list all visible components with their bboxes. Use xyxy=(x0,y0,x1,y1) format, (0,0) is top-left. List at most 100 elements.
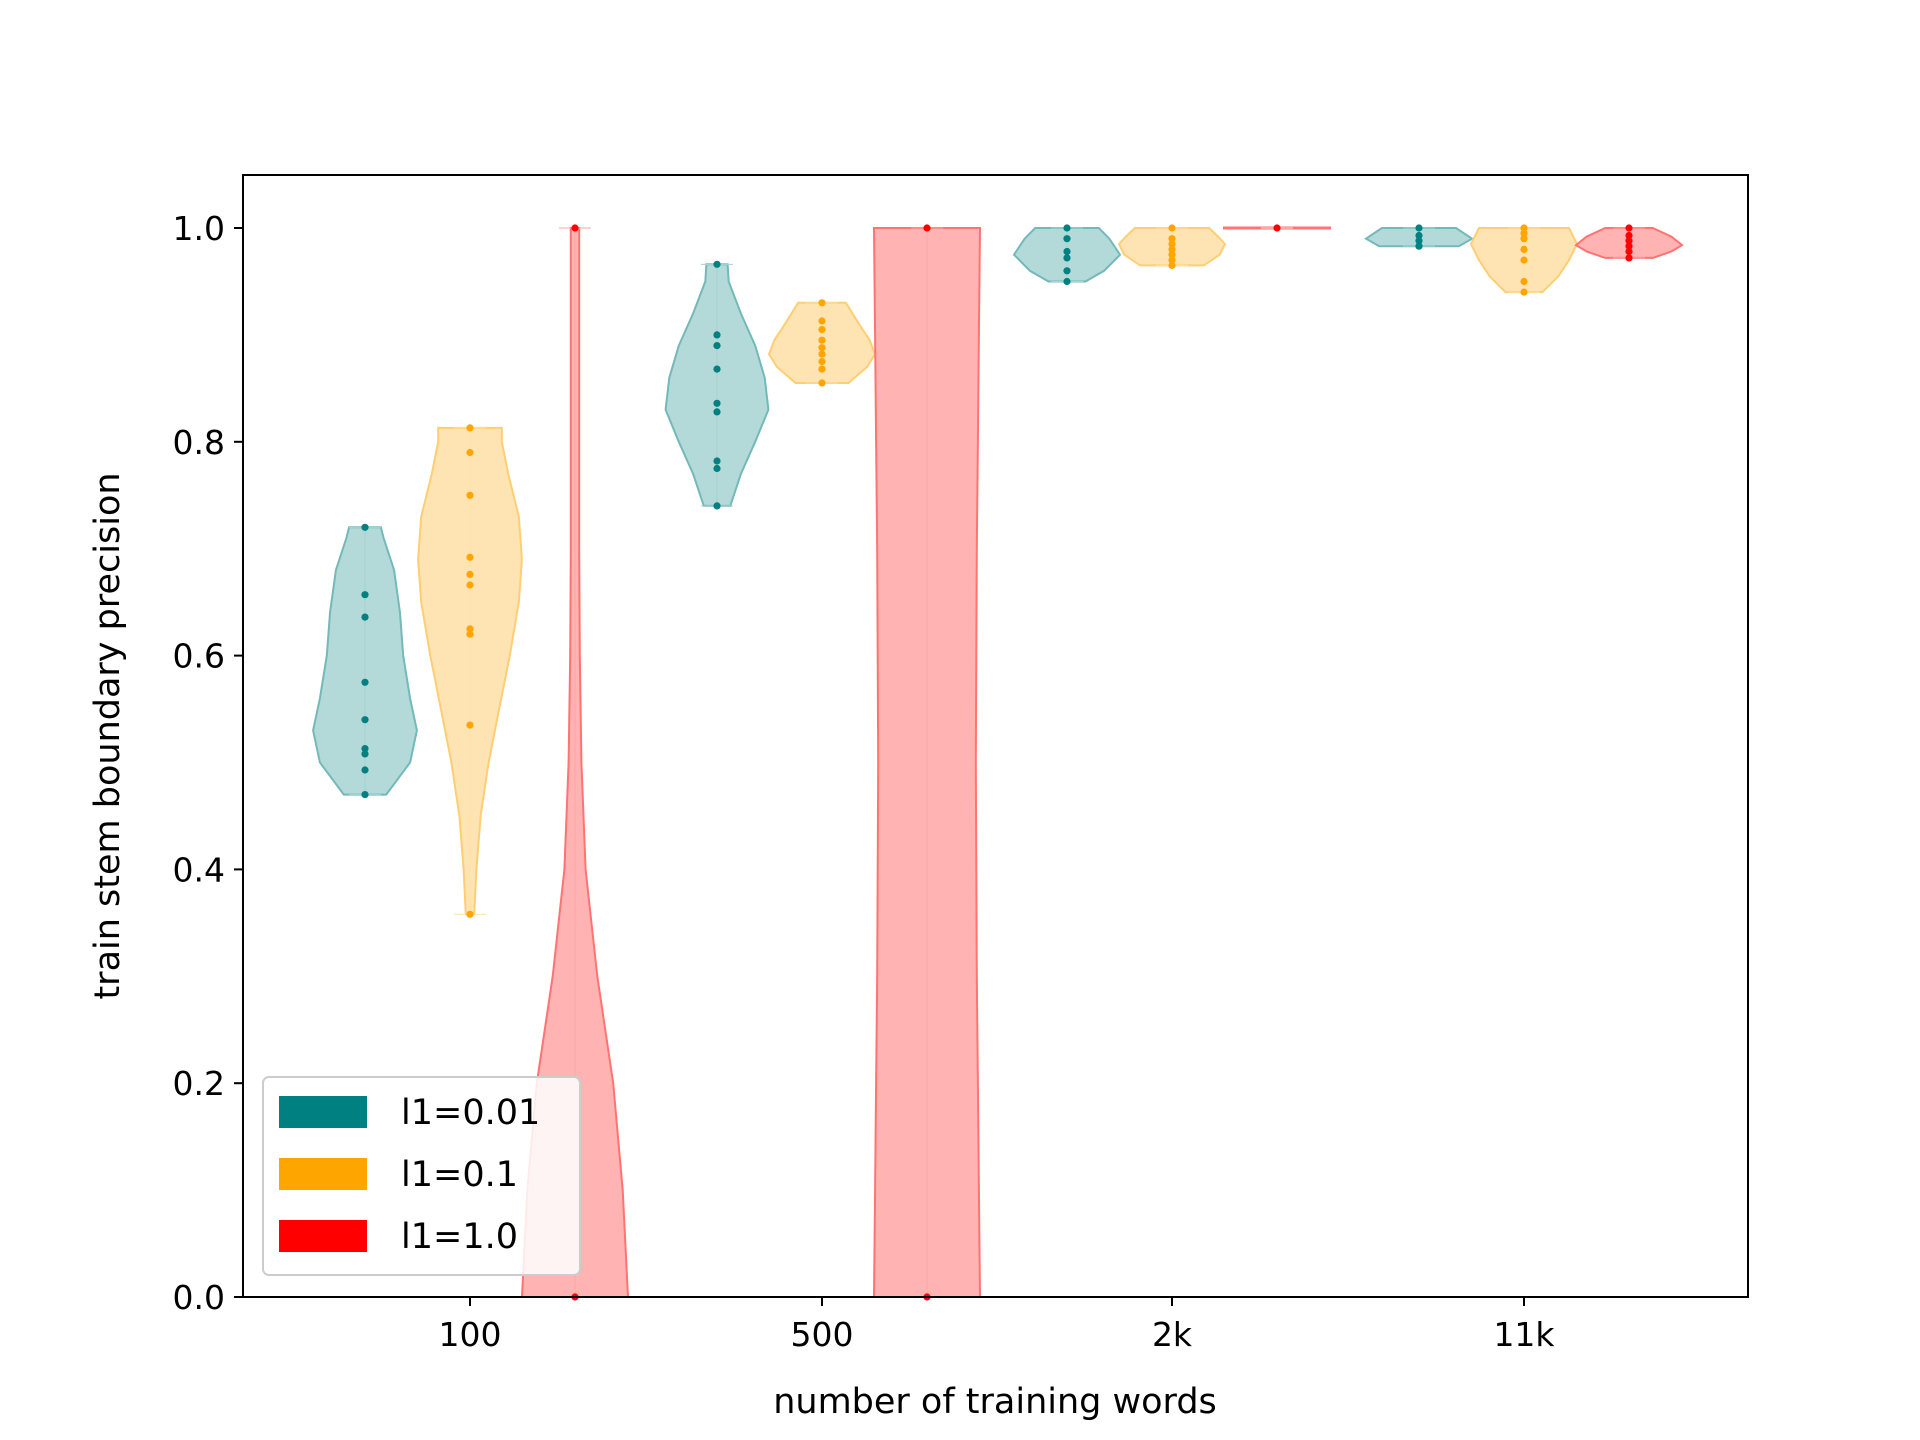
data-point xyxy=(1625,224,1633,232)
data-point xyxy=(1168,256,1176,264)
data-point xyxy=(818,365,826,373)
data-point xyxy=(1625,242,1633,250)
data-point xyxy=(1415,224,1423,232)
data-point xyxy=(1625,237,1633,245)
legend-swatch xyxy=(279,1096,367,1128)
data-point xyxy=(361,766,369,774)
x-tick-label: 100 xyxy=(439,1315,502,1354)
violin-l1=0.01-500 xyxy=(664,260,770,510)
data-point xyxy=(713,502,721,510)
data-point xyxy=(361,791,369,799)
data-point xyxy=(1520,235,1528,243)
violin-l1=1.0-2k xyxy=(1223,224,1331,232)
data-point xyxy=(1168,240,1176,248)
data-point xyxy=(1625,254,1633,262)
data-point xyxy=(1520,277,1528,286)
data-point xyxy=(1063,277,1071,286)
y-axis-label: train stem boundary precision xyxy=(88,472,128,999)
data-point xyxy=(713,464,721,473)
data-point xyxy=(818,344,826,352)
legend-swatch xyxy=(279,1158,367,1190)
data-point xyxy=(1168,251,1176,259)
data-point xyxy=(713,342,721,350)
data-point xyxy=(1415,242,1423,250)
legend-label: l1=0.01 xyxy=(401,1093,540,1133)
data-point xyxy=(466,581,474,589)
violin-l1=0.01-100 xyxy=(312,523,418,799)
y-tick-label: 0.6 xyxy=(173,637,225,676)
plot-frame xyxy=(242,174,1749,1298)
data-point xyxy=(713,457,721,465)
data-point xyxy=(1625,231,1633,240)
data-point xyxy=(818,350,826,358)
data-point xyxy=(466,491,474,499)
data-point xyxy=(571,224,579,232)
data-point xyxy=(1520,288,1528,296)
y-tick-label: 0.8 xyxy=(173,423,225,462)
violin-l1=0.1-500 xyxy=(767,299,877,387)
data-point xyxy=(1063,267,1071,275)
data-point xyxy=(361,523,369,531)
data-point xyxy=(1520,256,1528,264)
data-point xyxy=(361,613,369,621)
data-point xyxy=(923,224,931,232)
x-tick-label: 500 xyxy=(791,1315,854,1354)
violin-l1=0.1-100 xyxy=(417,424,523,918)
legend-swatch xyxy=(279,1220,367,1252)
y-tick-label: 0.2 xyxy=(173,1064,225,1103)
data-point xyxy=(361,745,369,753)
data-point xyxy=(466,424,474,432)
data-point xyxy=(1168,245,1176,253)
data-point xyxy=(1520,224,1528,232)
data-point xyxy=(1168,224,1176,232)
data-point xyxy=(361,678,369,686)
axes-layer: 0.0 0.2 0.4 0.6 0.8 1.0 100 500 2k 11k xyxy=(173,209,1556,1354)
violins-layer xyxy=(312,224,1684,1301)
data-point xyxy=(466,721,474,729)
data-point xyxy=(361,750,369,758)
violin-l1=0.01-2k xyxy=(1012,224,1122,286)
y-tick-label: 0.4 xyxy=(173,850,225,889)
x-axis-label: number of training words xyxy=(773,1382,1217,1422)
data-point xyxy=(1520,245,1528,253)
violin-l1=1.0-11k xyxy=(1574,224,1684,262)
violin-l1=0.1-2k xyxy=(1117,224,1227,269)
data-point xyxy=(713,365,721,373)
data-point xyxy=(361,716,369,724)
data-point xyxy=(466,570,474,579)
data-point xyxy=(713,399,721,407)
x-tick-label: 2k xyxy=(1152,1315,1193,1354)
data-point xyxy=(1520,229,1528,237)
y-tick-label: 0.0 xyxy=(173,1278,225,1317)
data-point xyxy=(713,408,721,416)
data-point xyxy=(1168,261,1176,269)
data-point xyxy=(1625,247,1633,256)
data-point xyxy=(713,331,721,339)
y-tick-label: 1.0 xyxy=(173,209,225,248)
x-tick-label: 11k xyxy=(1493,1315,1555,1354)
data-point xyxy=(818,299,826,307)
data-point xyxy=(466,553,474,561)
violin-l1=0.01-11k xyxy=(1364,224,1474,250)
data-point xyxy=(1063,235,1071,243)
data-point xyxy=(818,326,826,334)
data-point xyxy=(1063,254,1071,262)
data-point xyxy=(818,358,826,366)
legend-label: l1=0.1 xyxy=(401,1155,518,1195)
data-point xyxy=(466,630,474,638)
data-point xyxy=(1273,224,1281,232)
data-point xyxy=(1415,231,1423,240)
data-point xyxy=(1063,247,1071,256)
data-point xyxy=(713,260,721,268)
legend: l1=0.01 l1=0.1 l1=1.0 xyxy=(262,1076,581,1276)
violin-l1=0.1-11k xyxy=(1469,224,1579,296)
data-point xyxy=(1063,224,1071,232)
data-point xyxy=(466,910,474,918)
data-point xyxy=(1168,235,1176,243)
data-point xyxy=(466,448,474,457)
data-point xyxy=(361,591,369,599)
data-point xyxy=(818,336,826,344)
data-point xyxy=(1415,237,1423,245)
data-point xyxy=(818,379,826,387)
